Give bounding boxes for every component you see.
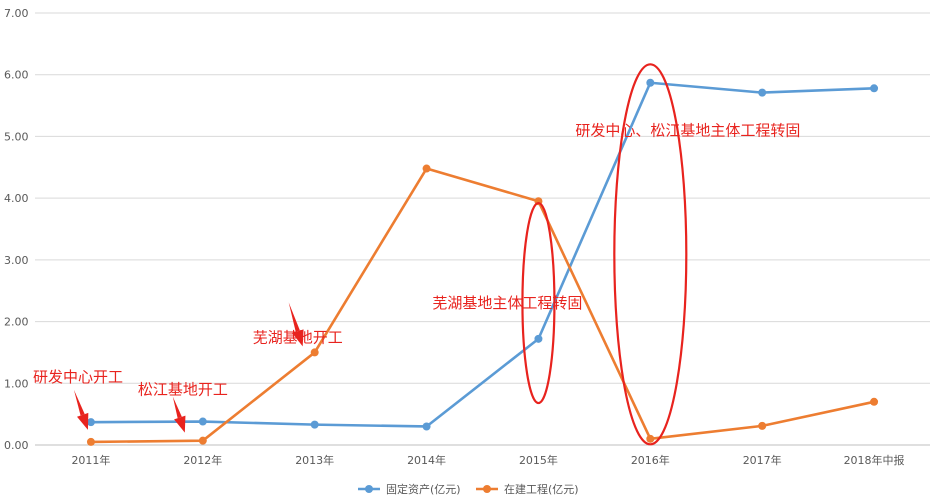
- series-line: [90, 167, 875, 444]
- annotation-ellipse: [521, 201, 556, 405]
- x-tick-label: 2011年: [71, 453, 110, 467]
- x-axis: 2011年 2012年 2013年 2014年 2015年 2016年 2017年 2018年…: [71, 453, 904, 467]
- data-point: [646, 78, 655, 87]
- legend-label: 在建工程(亿元): [504, 482, 579, 496]
- x-tick-label: 2015年: [519, 453, 558, 467]
- y-tick-label: 2.00: [4, 316, 29, 329]
- data-point: [198, 417, 207, 426]
- annotation-arrow: [172, 396, 186, 433]
- y-tick-label: 3.00: [4, 254, 29, 267]
- data-point: [422, 164, 431, 173]
- data-point: [758, 88, 767, 97]
- data-point: [86, 418, 95, 427]
- grid-lines: [35, 12, 930, 446]
- x-tick-label: 2014年: [407, 453, 446, 467]
- y-tick-label: 7.00: [4, 7, 29, 20]
- data-point: [646, 434, 655, 443]
- data-point: [870, 397, 879, 406]
- data-point: [758, 421, 767, 430]
- legend-swatch-marker: [483, 485, 491, 493]
- x-tick-label: 2016年: [631, 453, 670, 467]
- x-tick-label: 2012年: [183, 453, 222, 467]
- y-tick-label: 4.00: [4, 192, 29, 205]
- data-point: [310, 348, 319, 357]
- annotations-group: 研发中心开工松江基地开工芜湖基地开工芜湖基地主体工程转固研发中心、松江基地主体工…: [33, 63, 800, 446]
- legend-item-1: 固定资产(亿元): [358, 482, 461, 496]
- data-point: [86, 437, 95, 446]
- annotation-arrow: [288, 302, 304, 347]
- data-point: [870, 84, 879, 93]
- data-point: [198, 436, 207, 445]
- legend-item-2: 在建工程(亿元): [476, 482, 579, 496]
- legend-swatch-marker: [365, 485, 373, 493]
- series-1: [86, 78, 879, 431]
- annotation-arrow: [73, 389, 89, 430]
- y-tick-label: 0.00: [4, 439, 29, 452]
- annotation-ellipse: [613, 63, 688, 446]
- y-tick-label: 5.00: [4, 130, 29, 143]
- data-point: [422, 422, 431, 431]
- data-point: [534, 334, 543, 343]
- series-line: [90, 81, 875, 428]
- data-point: [310, 420, 319, 429]
- annotation-label: 研发中心、松江基地主体工程转固: [575, 121, 800, 139]
- series-group: [86, 78, 879, 446]
- legend: 固定资产(亿元) 在建工程(亿元): [358, 482, 579, 496]
- y-tick-label: 1.00: [4, 377, 29, 390]
- y-tick-label: 6.00: [4, 69, 29, 82]
- annotation-label: 研发中心开工: [33, 368, 123, 386]
- x-tick-label: 2017年: [743, 453, 782, 467]
- legend-label: 固定资产(亿元): [386, 482, 461, 496]
- y-axis-ticks: 0.00 1.00 2.00 3.00 4.00 5.00 6.00 7.00: [4, 7, 29, 452]
- x-tick-label: 2018年中报: [844, 453, 905, 467]
- annotation-label: 芜湖基地主体工程转固: [432, 294, 582, 312]
- x-tick-label: 2013年: [295, 453, 334, 467]
- annotation-label: 松江基地开工: [138, 381, 228, 399]
- series-2: [86, 164, 879, 446]
